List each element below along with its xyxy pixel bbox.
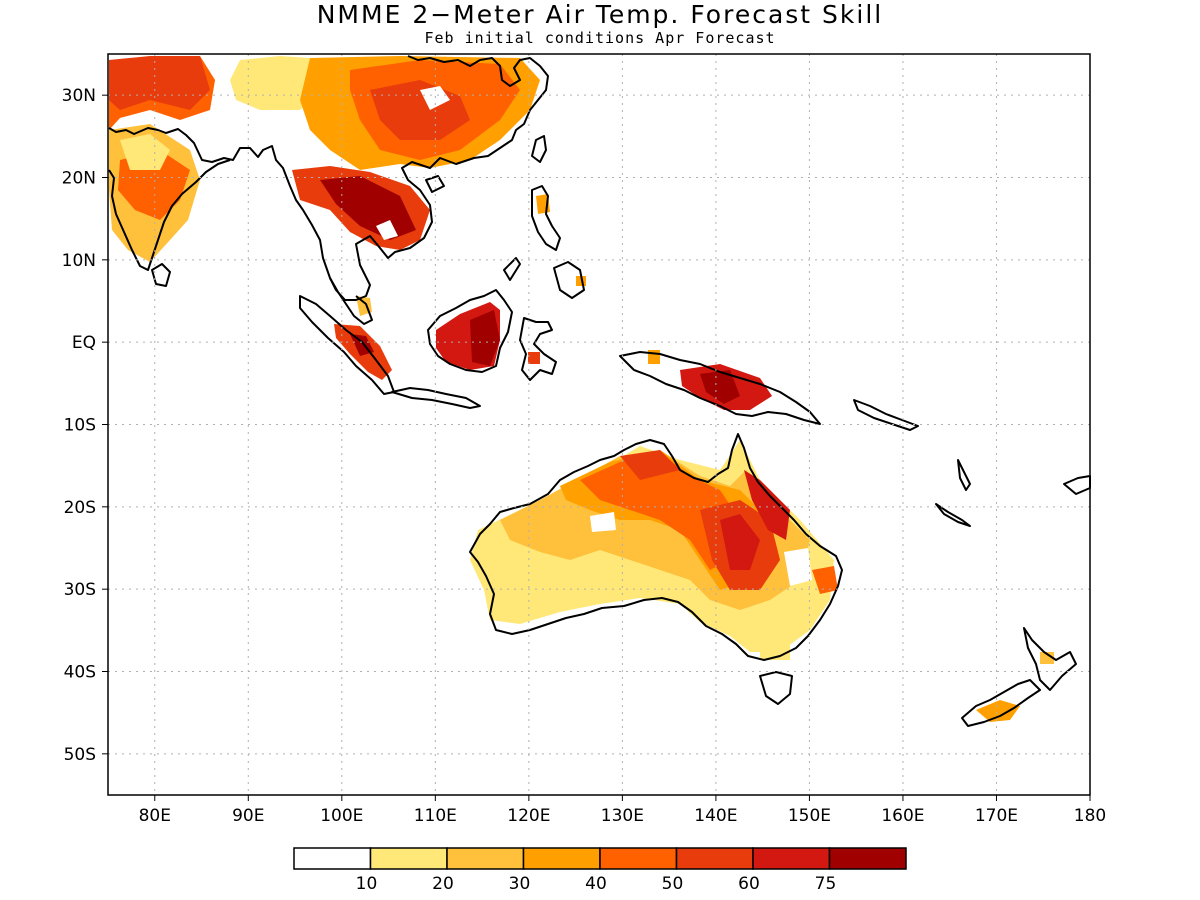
colorbar-label: 10 — [356, 874, 378, 894]
skill-region — [590, 512, 616, 532]
lon-label: 120E — [507, 806, 550, 826]
lat-label: 30S — [64, 580, 96, 600]
colorbar: 10 20 30 40 50 60 75 — [293, 847, 907, 894]
lon-label: 100E — [320, 806, 363, 826]
lon-label: 180 — [1074, 806, 1106, 826]
lon-label: 140E — [694, 806, 737, 826]
lon-label: 150E — [788, 806, 831, 826]
gridlines — [108, 54, 1090, 795]
skill-region — [1040, 652, 1054, 664]
coast-newguinea — [619, 351, 821, 425]
skill-region — [744, 470, 790, 540]
lat-label: 20N — [62, 169, 96, 189]
skill-region — [230, 56, 320, 110]
colorbar-swatch — [293, 847, 372, 870]
colorbar-label: 30 — [509, 874, 531, 894]
coast-india — [108, 159, 231, 271]
coast-hainan — [425, 175, 445, 193]
lat-label: 50S — [64, 745, 96, 765]
colorbar-swatch — [675, 847, 754, 870]
skill-region — [976, 700, 1020, 722]
colorbar-swatch — [828, 847, 907, 870]
skill-region — [700, 370, 740, 404]
skill-region — [376, 220, 398, 240]
lon-label: 130E — [601, 806, 644, 826]
coast-taiwan — [531, 135, 547, 163]
coast-sumatra — [299, 295, 395, 395]
lat-label: 20S — [64, 498, 96, 518]
chart-subtitle: Feb initial conditions Apr Forecast — [424, 29, 776, 47]
coast-malaya — [329, 277, 373, 325]
colorbar-swatch — [522, 847, 601, 870]
coast-fiji — [1063, 475, 1091, 495]
coast-srilanka — [151, 263, 171, 287]
coast-vanuatu — [957, 459, 971, 491]
lon-label: 160E — [881, 806, 924, 826]
skill-region — [109, 56, 210, 110]
chart-title: NMME 2−Meter Air Temp. Forecast Skill — [316, 0, 884, 29]
coast-newcaledonia — [935, 503, 971, 527]
lat-label: EQ — [72, 333, 96, 353]
skill-region — [812, 566, 838, 594]
colorbar-label: 75 — [815, 874, 837, 894]
lat-label: 40S — [64, 663, 96, 683]
colorbar-swatch — [446, 847, 525, 870]
lat-label: 10N — [62, 251, 96, 271]
skill-region — [720, 514, 760, 570]
coast-tasmania — [759, 671, 793, 705]
skill-region — [620, 450, 680, 480]
coast-java — [391, 387, 481, 409]
colorbar-label: 20 — [432, 874, 454, 894]
colorbar-swatch — [599, 847, 678, 870]
lat-label: 30N — [62, 86, 96, 106]
colorbar-label: 60 — [738, 874, 760, 894]
coast-australia — [469, 433, 843, 661]
lon-label: 80E — [139, 806, 171, 826]
skill-shading — [109, 56, 1054, 722]
coast-nz-south — [961, 679, 1041, 727]
colorbar-label: 40 — [585, 874, 607, 894]
colorbar-swatch — [752, 847, 831, 870]
skill-region — [120, 134, 170, 170]
skill-region — [528, 352, 540, 364]
skill-region — [580, 452, 740, 570]
skill-region — [784, 548, 812, 586]
lon-label: 110E — [414, 806, 457, 826]
coast-mindanao — [553, 261, 585, 299]
lat-label: 10S — [64, 416, 96, 436]
colorbar-label: 50 — [662, 874, 684, 894]
coast-palawan — [503, 257, 521, 281]
coast-luzon — [531, 185, 561, 251]
coast-asia — [108, 55, 549, 301]
colorbar-swatch — [369, 847, 448, 870]
coast-nz-north — [1023, 627, 1077, 691]
coast-solomon — [853, 399, 919, 431]
skill-region — [470, 310, 500, 366]
coast-sulawesi — [519, 317, 557, 381]
coast-borneo — [427, 289, 513, 373]
coastlines — [108, 55, 1091, 727]
lon-label: 170E — [975, 806, 1018, 826]
lon-label: 90E — [232, 806, 264, 826]
